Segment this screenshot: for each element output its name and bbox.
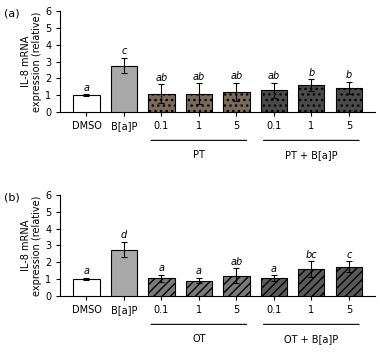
- Y-axis label: IL-8 mRNA
expression (relative): IL-8 mRNA expression (relative): [21, 11, 42, 112]
- Text: (a): (a): [3, 9, 19, 19]
- Text: OT + B[a]P: OT + B[a]P: [284, 335, 338, 344]
- Text: a: a: [196, 266, 202, 276]
- Text: c: c: [121, 47, 127, 56]
- Bar: [111, 250, 137, 296]
- Text: ab: ab: [230, 71, 243, 81]
- Text: d: d: [121, 230, 127, 240]
- Bar: [223, 92, 249, 112]
- Bar: [298, 269, 324, 296]
- Text: ab: ab: [230, 257, 243, 266]
- Text: b: b: [346, 70, 352, 80]
- Text: a: a: [84, 266, 89, 276]
- Bar: [111, 66, 137, 112]
- Bar: [223, 276, 249, 296]
- Text: PT + B[a]P: PT + B[a]P: [285, 151, 338, 161]
- Text: a: a: [84, 83, 89, 93]
- Text: ab: ab: [155, 73, 168, 83]
- Text: a: a: [159, 263, 164, 273]
- Bar: [148, 93, 175, 112]
- Bar: [73, 279, 100, 296]
- Text: c: c: [346, 250, 351, 260]
- Bar: [148, 278, 175, 296]
- Bar: [73, 95, 100, 112]
- Bar: [186, 280, 212, 296]
- Bar: [186, 93, 212, 112]
- Bar: [261, 90, 287, 112]
- Text: bc: bc: [306, 250, 317, 260]
- Text: b: b: [308, 68, 314, 78]
- Text: OT: OT: [192, 335, 206, 344]
- Text: ab: ab: [268, 71, 280, 81]
- Bar: [336, 88, 362, 112]
- Bar: [261, 278, 287, 296]
- Text: PT: PT: [193, 151, 205, 161]
- Text: (b): (b): [3, 193, 19, 203]
- Y-axis label: IL-8 mRNA
expression (relative): IL-8 mRNA expression (relative): [21, 195, 42, 296]
- Bar: [298, 85, 324, 112]
- Bar: [336, 266, 362, 296]
- Text: ab: ab: [193, 72, 205, 82]
- Text: a: a: [271, 264, 277, 274]
